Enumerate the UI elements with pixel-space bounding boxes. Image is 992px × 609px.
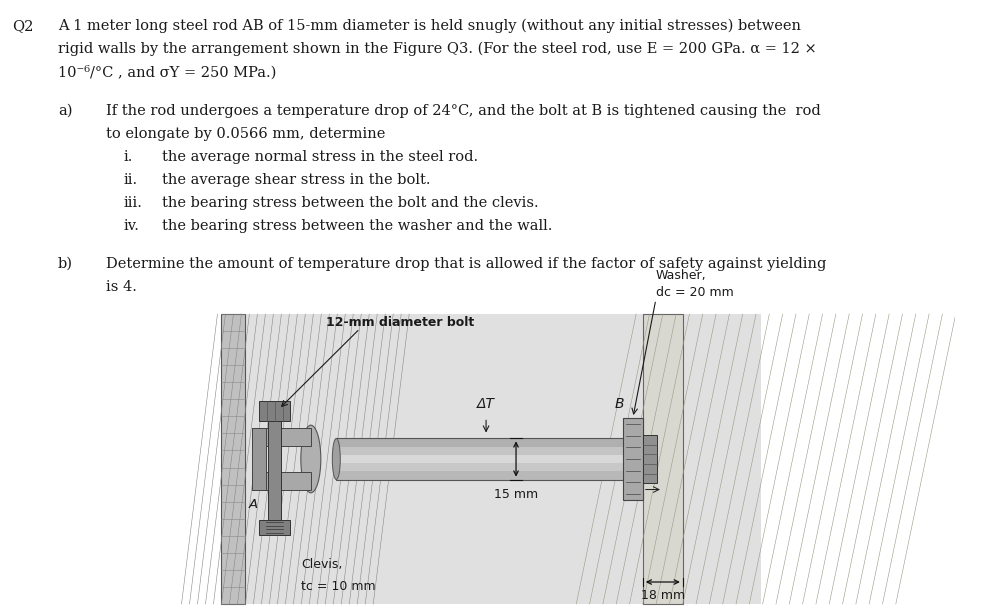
Text: ΔT: ΔT [477, 398, 495, 412]
Text: 10⁻⁶/°C , and σY = 250 MPa.): 10⁻⁶/°C , and σY = 250 MPa.) [58, 65, 276, 79]
Text: iv.: iv. [123, 219, 139, 233]
Text: A: A [248, 498, 258, 512]
Bar [336, 438, 643, 479]
Bar [252, 428, 310, 446]
Text: the bearing stress between the bolt and the clevis.: the bearing stress between the bolt and … [162, 196, 539, 210]
Bar [336, 446, 643, 455]
Bar [623, 418, 643, 500]
Text: 15 mm: 15 mm [494, 488, 538, 501]
Text: i.: i. [123, 150, 133, 164]
Text: is 4.: is 4. [106, 280, 137, 294]
Text: Washer,: Washer, [656, 269, 706, 281]
Text: the average normal stress in the steel rod.: the average normal stress in the steel r… [162, 150, 478, 164]
Bar [252, 473, 310, 490]
Text: rigid walls by the arrangement shown in the Figure Q3. (For the steel rod, use E: rigid walls by the arrangement shown in … [58, 42, 816, 57]
Text: If the rod undergoes a temperature drop of 24°C, and the bolt at B is tightened : If the rod undergoes a temperature drop … [106, 104, 820, 118]
Text: B: B [614, 398, 624, 412]
Bar [643, 435, 657, 483]
Text: Clevis,: Clevis, [302, 558, 342, 571]
Text: A 1 meter long steel rod AB of 15-mm diameter is held snugly (without any initia: A 1 meter long steel rod AB of 15-mm dia… [58, 19, 801, 33]
Text: Q2: Q2 [13, 19, 34, 33]
Bar [269, 413, 282, 519]
Ellipse shape [332, 438, 340, 479]
Bar [221, 314, 245, 604]
Text: the bearing stress between the washer and the wall.: the bearing stress between the washer an… [162, 219, 553, 233]
Bar [221, 314, 761, 604]
Bar [336, 471, 643, 479]
Ellipse shape [301, 425, 320, 493]
Bar [259, 519, 291, 535]
Text: to elongate by 0.0566 mm, determine: to elongate by 0.0566 mm, determine [106, 127, 385, 141]
Text: tᴄ = 10 mm: tᴄ = 10 mm [302, 580, 376, 593]
Bar [336, 455, 643, 463]
Text: the average shear stress in the bolt.: the average shear stress in the bolt. [162, 173, 431, 187]
Text: dᴄ = 20 mm: dᴄ = 20 mm [656, 286, 733, 300]
Text: iii.: iii. [123, 196, 142, 210]
Bar [259, 401, 291, 421]
Bar [336, 438, 643, 446]
Bar [643, 314, 682, 604]
Bar [252, 428, 267, 490]
Text: 12-mm diameter bolt: 12-mm diameter bolt [326, 315, 474, 328]
Text: 18 mm: 18 mm [641, 589, 684, 602]
Bar [336, 463, 643, 471]
Text: ii.: ii. [123, 173, 137, 187]
Text: Determine the amount of temperature drop that is allowed if the factor of safety: Determine the amount of temperature drop… [106, 257, 826, 271]
Text: b): b) [58, 257, 72, 271]
Text: a): a) [58, 104, 72, 118]
